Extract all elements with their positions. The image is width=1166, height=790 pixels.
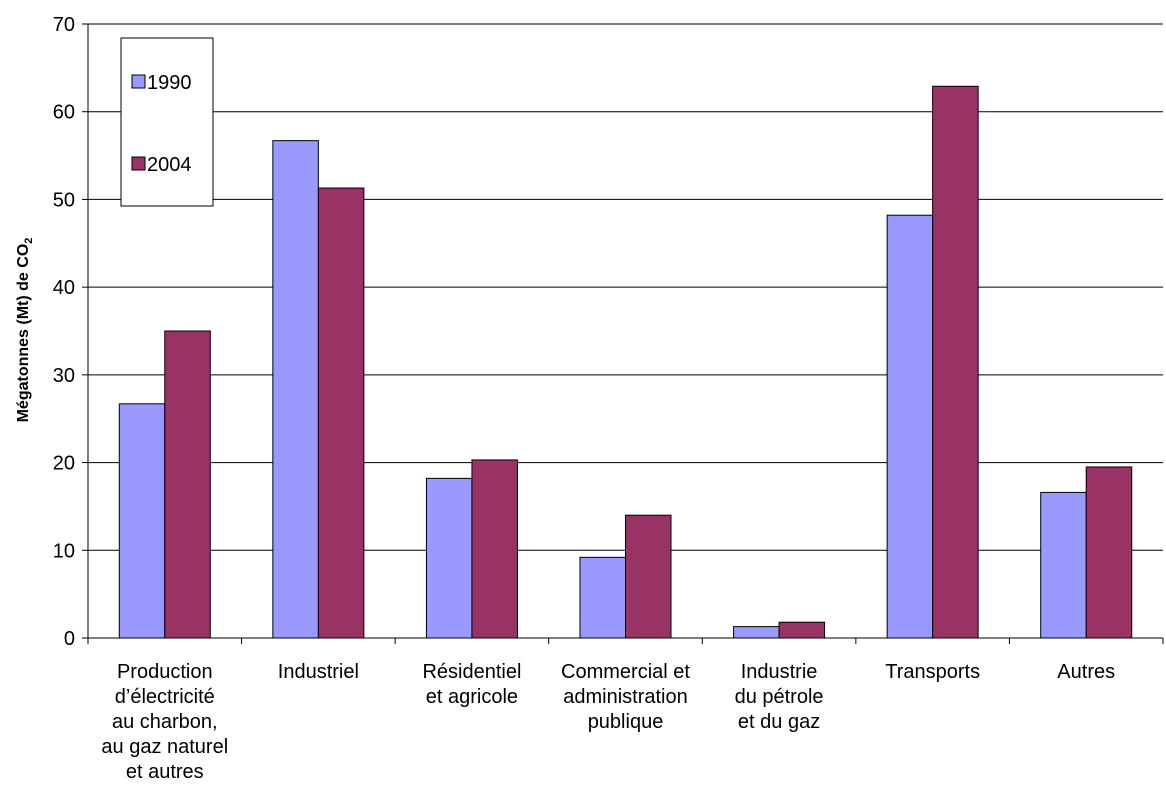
x-category-label: Transports bbox=[885, 661, 980, 683]
x-category-label-line: Transports bbox=[885, 661, 980, 683]
y-tick-label: 70 bbox=[53, 14, 75, 36]
x-category-label: Autres bbox=[1057, 661, 1115, 683]
x-category-label: Industrie du pétrole et du gaz bbox=[735, 661, 824, 733]
axes bbox=[82, 23, 1164, 644]
y-tick-label: 40 bbox=[53, 277, 75, 299]
y-tick-label: 20 bbox=[53, 453, 75, 475]
bar-1990 bbox=[733, 626, 780, 639]
legend-swatch-1990 bbox=[131, 74, 146, 89]
x-category-label-line: au charbon, bbox=[112, 711, 218, 733]
x-category-label-line: Industrie bbox=[741, 661, 818, 683]
x-category-label-line: et agricole bbox=[426, 686, 518, 708]
x-category-label-line: et autres bbox=[126, 761, 204, 783]
y-axis-label-main: Mégatonnes (Mt) de CO bbox=[15, 244, 32, 423]
x-category-label-line: Production bbox=[117, 661, 213, 683]
legend-swatch-2004 bbox=[131, 156, 146, 171]
legend-label-2004: 2004 bbox=[147, 154, 192, 176]
bar-1990 bbox=[272, 140, 319, 639]
gridlines bbox=[88, 23, 1163, 551]
y-axis-label-subscript: 2 bbox=[23, 238, 35, 244]
bar-1990 bbox=[118, 403, 166, 639]
y-tick-label: 10 bbox=[53, 540, 75, 562]
bar-2004 bbox=[778, 621, 826, 639]
x-category-label: Industriel bbox=[278, 661, 359, 683]
x-category-labels: Production d’électricité au charbon, au gaz… bbox=[101, 661, 1115, 783]
bar-2004 bbox=[471, 459, 518, 639]
y-tick-label: 0 bbox=[64, 628, 75, 650]
x-category-label-line: et du gaz bbox=[738, 711, 820, 733]
x-category-label: Résidentiel et agricole bbox=[422, 661, 521, 708]
x-category-label-line: Résidentiel bbox=[422, 661, 521, 683]
legend: 1990 2004 bbox=[120, 37, 214, 207]
x-category-label-line: au gaz naturel bbox=[101, 736, 228, 758]
bar-1990 bbox=[425, 477, 473, 639]
y-tick-labels: 0 10 20 30 40 50 60 70 bbox=[53, 14, 75, 650]
x-category-label-line: d’électricité bbox=[115, 686, 215, 708]
x-category-label-line: administration bbox=[563, 686, 688, 708]
x-category-label-line: publique bbox=[588, 711, 664, 733]
bar-2004 bbox=[1085, 466, 1133, 639]
bar-2004 bbox=[932, 85, 979, 639]
bar-1990 bbox=[1040, 491, 1087, 639]
legend-box bbox=[120, 37, 214, 207]
y-tick-label: 50 bbox=[53, 189, 75, 211]
y-axis-label: Mégatonnes (Mt) de CO2 bbox=[15, 238, 35, 423]
x-category-label-line: Commercial et bbox=[561, 661, 690, 683]
x-category-label-line: Industriel bbox=[278, 661, 359, 683]
y-tick-label: 60 bbox=[53, 102, 75, 124]
x-category-label-line: Autres bbox=[1057, 661, 1115, 683]
bars bbox=[118, 85, 1133, 639]
bar-1990 bbox=[886, 214, 934, 639]
bar-2004 bbox=[164, 330, 211, 639]
x-category-label: Commercial et administration publique bbox=[561, 661, 690, 733]
bar-2004 bbox=[625, 514, 672, 639]
bar-2004 bbox=[317, 187, 365, 639]
x-category-label: Production d’électricité au charbon, au gaz… bbox=[101, 661, 228, 783]
bar-1990 bbox=[579, 556, 626, 639]
x-category-label-line: du pétrole bbox=[735, 686, 824, 708]
legend-label-1990: 1990 bbox=[147, 72, 192, 94]
y-tick-label: 30 bbox=[53, 365, 75, 387]
